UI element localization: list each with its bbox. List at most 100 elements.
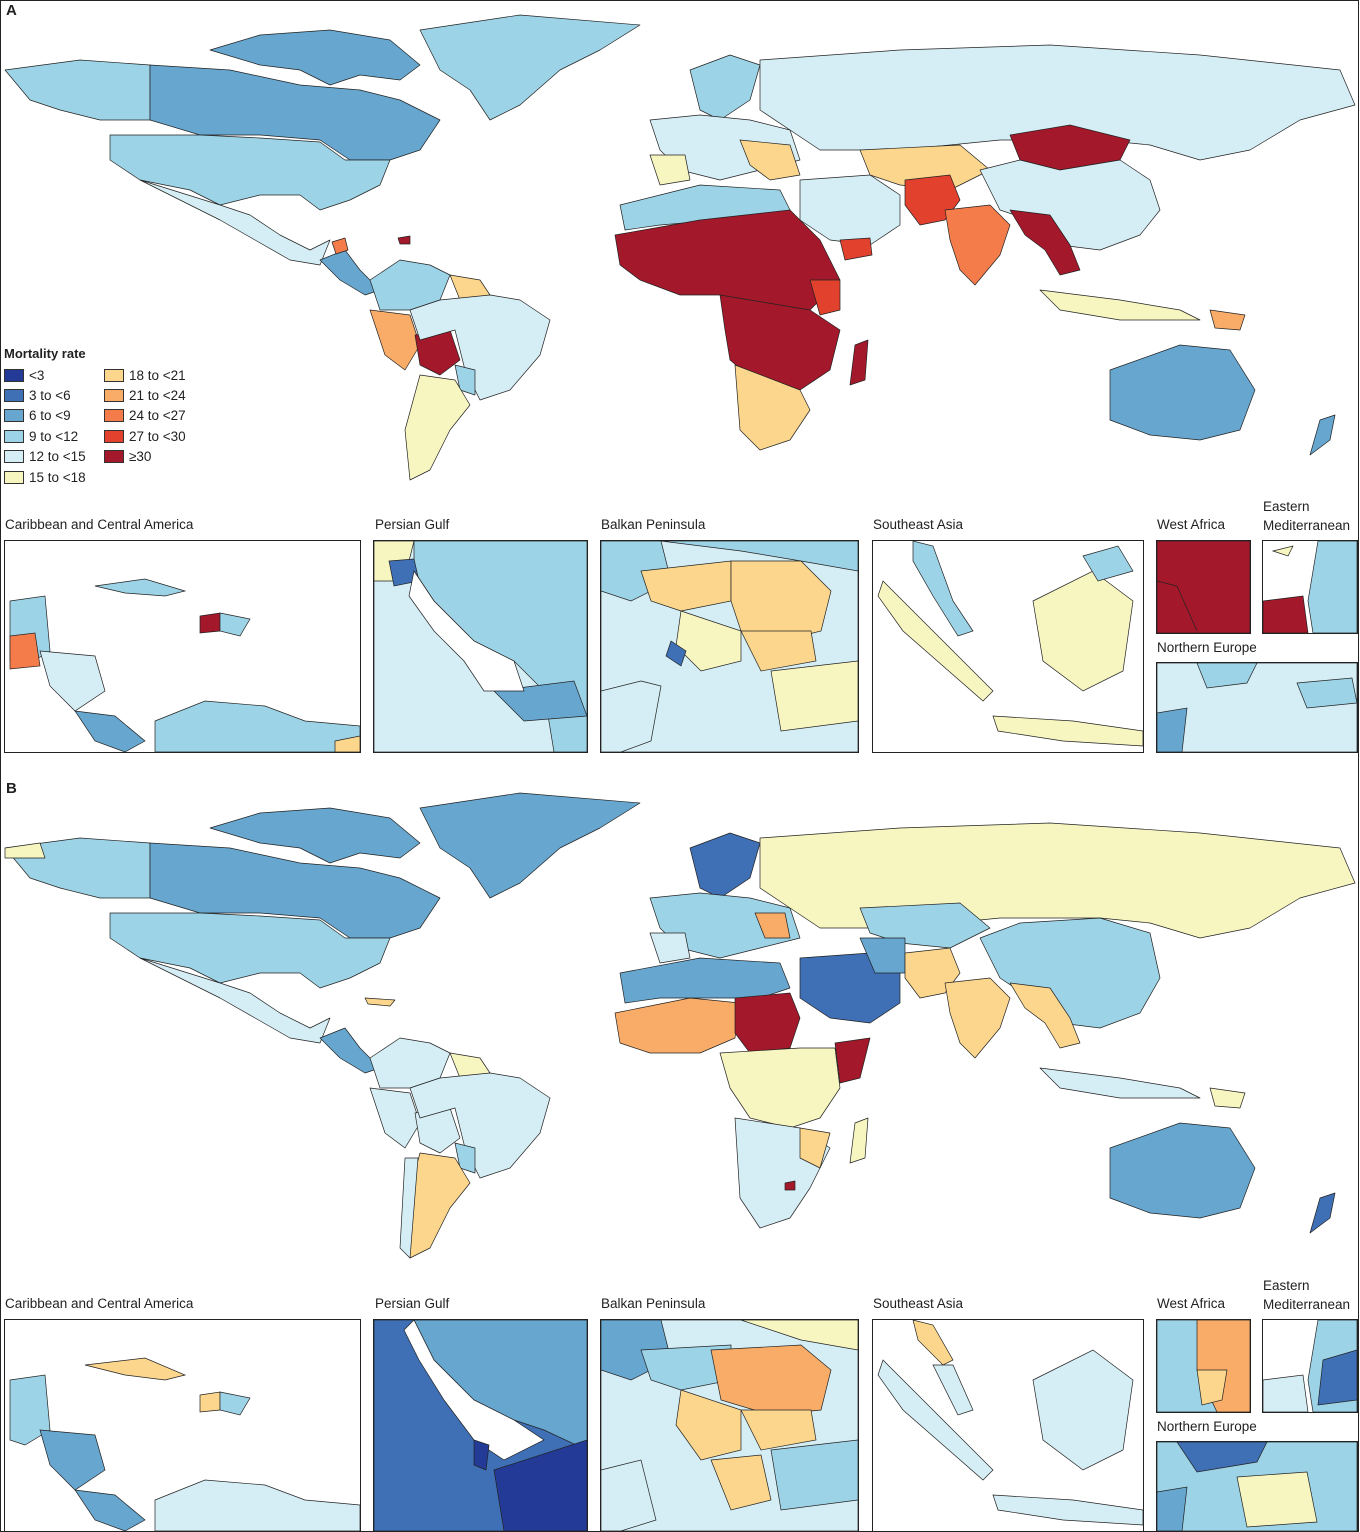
inset-label-persian-gulf-a: Persian Gulf <box>375 517 450 532</box>
chile-b <box>399 1157 419 1259</box>
legend-label: 15 to <18 <box>29 469 86 485</box>
legend-swatch <box>4 389 24 403</box>
central-america-b <box>319 1027 381 1074</box>
inset-eastern-med-b <box>1262 1319 1358 1413</box>
legend-label: <3 <box>29 367 45 383</box>
central-africa-b <box>719 1047 841 1129</box>
inset-label-se-asia-b: Southeast Asia <box>873 1296 964 1311</box>
legend-label: 27 to <30 <box>129 428 186 444</box>
legend-swatch <box>104 389 124 403</box>
australia-a <box>1109 344 1256 441</box>
greenland-a <box>419 14 641 121</box>
peru-a <box>369 309 421 371</box>
legend-swatch <box>4 429 24 443</box>
world-map-b <box>4 792 1356 1259</box>
legend-item: 18 to <21 <box>104 365 204 385</box>
legend-swatch <box>4 450 24 464</box>
inset-se-asia-b <box>872 1319 1144 1532</box>
alaska-tip-b <box>4 842 46 859</box>
legend-swatch <box>104 450 124 464</box>
legend-item: 3 to <6 <box>4 385 104 405</box>
inset-label-caribbean-a: Caribbean and Central America <box>5 517 194 532</box>
legend-swatch <box>104 429 124 443</box>
canada-a <box>149 64 441 161</box>
inset-label-se-asia-a: Southeast Asia <box>873 517 964 532</box>
legend-item: 21 to <24 <box>104 385 204 405</box>
canada-arctic-b <box>209 807 421 864</box>
inset-label-caribbean-b: Caribbean and Central America <box>5 1296 194 1311</box>
canada-arctic-a <box>209 29 421 86</box>
legend-label: 24 to <27 <box>129 408 186 424</box>
legend-item: 6 to <9 <box>4 406 104 426</box>
inset-label-northern-europe-b: Northern Europe <box>1157 1419 1257 1434</box>
inset-eastern-med-a <box>1262 540 1358 634</box>
colombia-b <box>369 1037 451 1089</box>
china-b <box>979 917 1161 1029</box>
iberia-b <box>649 932 691 964</box>
india-a <box>944 204 1011 286</box>
inset-persian-gulf-a <box>373 540 588 753</box>
legend-label: 9 to <12 <box>29 428 79 444</box>
inset-balkan-a <box>600 540 859 753</box>
usa-a <box>109 134 391 211</box>
madagascar-a <box>849 339 869 386</box>
papua-b <box>1209 1087 1246 1109</box>
argentina-a <box>404 374 471 481</box>
middle-east-a <box>799 174 901 246</box>
inset-balkan-b <box>600 1319 859 1532</box>
papua-a <box>1209 309 1246 331</box>
mexico-a <box>139 179 331 266</box>
legend-item: 12 to <15 <box>4 447 104 467</box>
legend-item: ≥30 <box>104 447 204 467</box>
usa-b <box>109 912 391 989</box>
legend-label: 6 to <9 <box>29 408 71 424</box>
indonesia-a <box>1039 289 1201 321</box>
china-a <box>979 159 1161 251</box>
inset-label-eastern-med-b: Eastern Mediterranean <box>1263 1278 1351 1312</box>
scandinavia-b <box>689 832 761 899</box>
panel-letter-a: A <box>6 2 17 19</box>
world-map-a <box>4 14 1356 481</box>
inset-label-northern-europe-a: Northern Europe <box>1157 640 1257 655</box>
inset-west-africa-a <box>1156 540 1251 634</box>
inset-northern-europe-a <box>1156 662 1358 753</box>
myanmar-b <box>1009 982 1081 1049</box>
inset-label-west-africa-a: West Africa <box>1157 517 1226 532</box>
balkans-b <box>754 912 791 939</box>
paraguay-a <box>454 364 476 396</box>
legend-swatch <box>104 368 124 382</box>
new-zealand-a <box>1309 414 1336 456</box>
new-zealand-b <box>1309 1192 1336 1234</box>
iberia-a <box>649 154 691 186</box>
chad-b <box>734 992 801 1054</box>
legend-item: 24 to <27 <box>104 406 204 426</box>
legend-title: Mortality rate <box>4 346 86 361</box>
inset-label-west-africa-b: West Africa <box>1157 1296 1226 1311</box>
southern-africa-a <box>734 364 811 451</box>
colombia-a <box>369 259 451 311</box>
legend-item: 9 to <12 <box>4 426 104 446</box>
balkans-a <box>739 139 801 181</box>
inset-west-africa-b <box>1156 1319 1251 1413</box>
west-africa-b <box>614 997 741 1054</box>
india-b <box>944 977 1011 1059</box>
mozambique-b <box>799 1127 831 1169</box>
legend-swatch <box>4 470 24 484</box>
guatemala-a <box>331 237 349 255</box>
brazil-b <box>409 1072 551 1179</box>
peru-b <box>369 1087 421 1149</box>
legend-label: 18 to <21 <box>129 367 186 383</box>
inset-northern-europe-b <box>1156 1441 1358 1532</box>
indonesia-b <box>1039 1067 1201 1099</box>
legend-label: 3 to <6 <box>29 388 71 404</box>
scandinavia-a <box>689 54 761 121</box>
inset-se-asia-a <box>872 540 1144 753</box>
legend-item: 27 to <30 <box>104 426 204 446</box>
paraguay-b <box>454 1142 476 1174</box>
inset-label-balkan-b: Balkan Peninsula <box>601 1296 706 1311</box>
cuba-b <box>364 997 396 1007</box>
inset-label-eastern-med-a: Eastern Mediterranean <box>1263 499 1351 533</box>
australia-b <box>1109 1122 1256 1219</box>
haiti-a <box>397 235 411 245</box>
panel-letter-b: B <box>6 780 17 797</box>
